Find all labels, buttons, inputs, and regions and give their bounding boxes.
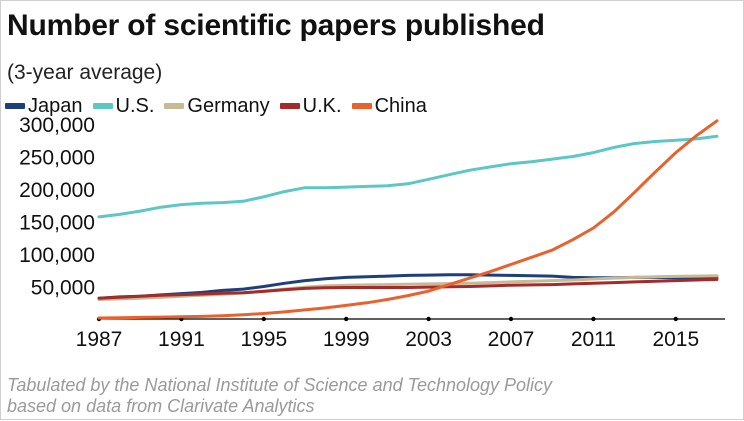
x-tick-mark bbox=[673, 316, 678, 322]
y-tick-label: 150,000 bbox=[19, 212, 95, 235]
legend-item: Germany bbox=[164, 94, 270, 118]
x-tick-label: 1987 bbox=[76, 328, 123, 351]
legend-swatch bbox=[164, 103, 185, 109]
legend-swatch bbox=[279, 103, 300, 109]
x-tick-label: 1991 bbox=[158, 328, 205, 351]
y-tick-label: 100,000 bbox=[19, 244, 95, 267]
x-tick-mark bbox=[426, 316, 431, 322]
legend-swatch bbox=[5, 103, 25, 109]
legend-item: Japan bbox=[5, 95, 83, 118]
x-tick-label: 1995 bbox=[240, 328, 287, 351]
legend-item: U.S. bbox=[92, 94, 155, 118]
y-tick-label: 250,000 bbox=[19, 147, 95, 170]
x-tick-label: 2015 bbox=[652, 328, 699, 351]
legend-swatch bbox=[351, 103, 372, 109]
chart-subtitle: (3-year average) bbox=[7, 61, 163, 84]
x-tick-label: 1999 bbox=[323, 328, 370, 351]
chart-title: Number of scientific papers published bbox=[7, 9, 545, 42]
y-tick-label: 200,000 bbox=[19, 179, 95, 202]
x-tick-label: 2007 bbox=[488, 328, 535, 351]
x-tick-label: 2003 bbox=[405, 328, 452, 351]
y-tick-label: 50,000 bbox=[31, 277, 95, 300]
source-line-2: based on data from Clarivate Analytics bbox=[7, 396, 315, 416]
x-tick-mark bbox=[591, 316, 596, 322]
legend-item: U.K. bbox=[279, 94, 342, 118]
series-line-us bbox=[97, 134, 719, 219]
x-tick-label: 2011 bbox=[571, 328, 616, 351]
legend-label: Germany bbox=[187, 94, 270, 117]
x-tick-mark bbox=[261, 316, 266, 322]
legend-item: China bbox=[351, 94, 427, 118]
legend-label: U.K. bbox=[302, 94, 342, 117]
series-line-china bbox=[97, 119, 719, 320]
series-line-uk bbox=[97, 277, 719, 300]
source-line-1: Tabulated by the National Institute of S… bbox=[7, 375, 553, 395]
legend-label: China bbox=[374, 94, 427, 117]
y-tick-label: 300,000 bbox=[19, 114, 95, 137]
legend-label: U.S. bbox=[115, 94, 155, 117]
chart-legend: Japan U.S. Germany U.K. China bbox=[5, 93, 437, 119]
source-note: Tabulated by the National Institute of S… bbox=[7, 375, 552, 417]
x-tick-mark bbox=[344, 316, 349, 322]
legend-label: Japan bbox=[28, 94, 83, 117]
legend-swatch bbox=[92, 103, 113, 109]
x-tick-mark bbox=[508, 316, 514, 322]
